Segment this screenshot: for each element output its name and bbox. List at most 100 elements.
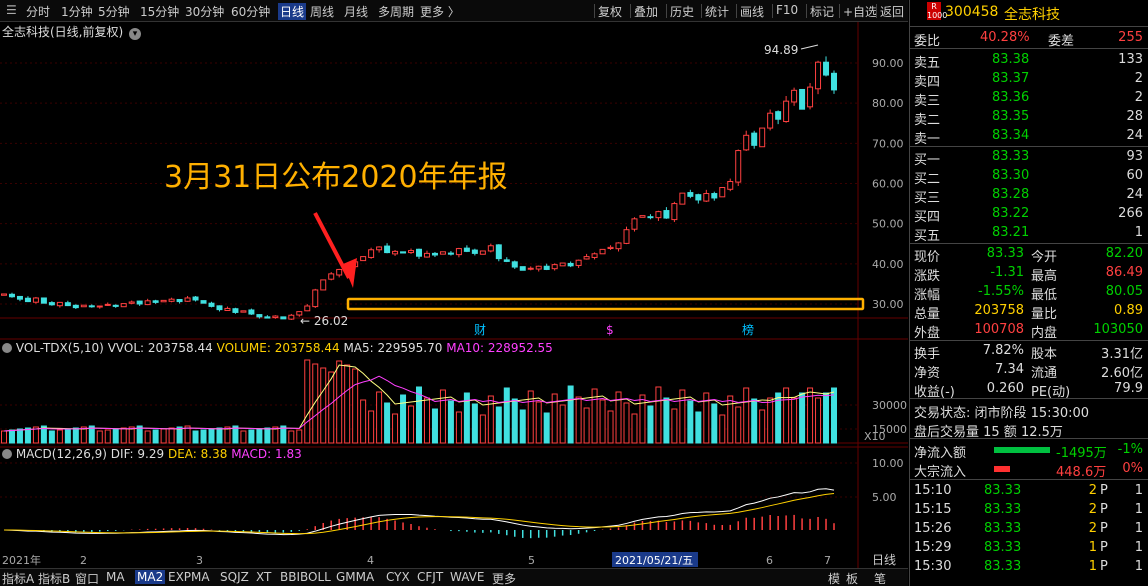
macd-legend-dot-icon[interactable] [2, 449, 12, 459]
candle-body [743, 134, 750, 151]
volume-bar [423, 397, 430, 444]
tool-button-4[interactable]: 画线 [740, 5, 765, 19]
indicator-tab-10[interactable]: CYX [386, 570, 410, 584]
event-marker-icon[interactable]: 榜 [742, 322, 754, 337]
layout-button-2[interactable]: 笔 [874, 572, 887, 586]
indicator-tab-6[interactable]: SQJZ [220, 570, 249, 584]
candle-body [224, 307, 231, 311]
bid-row[interactable]: 买五 83.21 1 [910, 223, 1148, 244]
tool-divider [839, 4, 840, 18]
indicator-tab-13[interactable]: 更多 [492, 572, 517, 586]
tick-type: P [1100, 559, 1108, 574]
tool-divider [772, 4, 773, 18]
indicator-tab-8[interactable]: BBIBOLL [280, 570, 331, 584]
indicator-tab-12[interactable]: WAVE [450, 570, 485, 584]
indicator-toolbar: 指标A 指标B 窗口 MA MA2 EXPMA SQJZ XT BBIBOLL GMMA CYX CF… [0, 568, 908, 586]
tick-time: 15:10 [914, 483, 952, 498]
tool-button-2[interactable]: 历史 [670, 5, 695, 19]
stat-label: 今开 [1031, 250, 1058, 265]
period-tab-1[interactable]: 1分钟 [61, 5, 93, 19]
ask-row[interactable]: 卖五 83.38 133 [910, 50, 1148, 71]
tick-type: P [1100, 521, 1108, 536]
indicator-tab-3[interactable]: MA [106, 570, 125, 584]
period-tab-8[interactable]: 月线 [344, 5, 369, 19]
event-marker-icon[interactable]: 财 [474, 323, 486, 337]
tool-button-7[interactable]: +自选 [843, 5, 878, 19]
ask-row[interactable]: 卖三 83.36 2 [910, 88, 1148, 109]
indicator-tab-5[interactable]: EXPMA [168, 570, 210, 584]
period-tab-10[interactable]: 更多 〉 [420, 5, 460, 19]
candle-body [248, 309, 255, 315]
bid-row[interactable]: 买三 83.28 24 [910, 185, 1148, 206]
period-tab-3[interactable]: 15分钟 [140, 5, 180, 19]
tool-button-6[interactable]: 标记 [810, 5, 835, 19]
tool-button-8[interactable]: 返回 [880, 5, 905, 19]
volume-bar [24, 427, 31, 444]
volume-legend-dot-icon[interactable] [2, 343, 12, 353]
indicator-tab-4[interactable]: MA2 [135, 570, 166, 584]
macd-legend: MACD(12,26,9) DIF: 9.29 DEA: 8.38 MACD: … [2, 447, 302, 461]
period-tab-7[interactable]: 周线 [310, 5, 335, 19]
fund-label: 收益(-) [914, 385, 955, 400]
volume-bar [455, 411, 462, 444]
period-tab-5[interactable]: 60分钟 [231, 5, 271, 19]
candle-body [423, 252, 430, 258]
bid-row[interactable]: 买一 83.33 93 [910, 147, 1148, 168]
indicator-tab-0[interactable]: 指标A [2, 572, 35, 586]
volume-bar [439, 389, 446, 444]
tool-button-5[interactable]: F10 [776, 3, 799, 17]
crosshair-date-box [612, 552, 698, 567]
net-inflow-row: 净流入额 -1495万 -1% [910, 440, 1148, 461]
bid-price: 83.28 [992, 187, 1030, 202]
volume-bar [615, 391, 622, 444]
candle-body [679, 192, 686, 205]
candle-body [775, 111, 782, 120]
indicator-tab-7[interactable]: XT [256, 570, 272, 584]
volume-bar [16, 428, 23, 444]
ask-row[interactable]: 卖一 83.34 24 [910, 126, 1148, 147]
kline-chart-area[interactable]: 90.00 80.00 70.00 60.00 50.00 40.00 30.00 财 $ 榜 30… [0, 22, 908, 570]
bid-row[interactable]: 买二 83.30 60 [910, 166, 1148, 187]
ask-label: 卖一 [914, 132, 941, 147]
candle-body [535, 265, 542, 270]
event-marker-icon[interactable]: $ [606, 323, 614, 337]
tool-button-1[interactable]: 叠加 [634, 5, 659, 19]
candle-body [208, 302, 215, 307]
ask-row[interactable]: 卖四 83.37 2 [910, 69, 1148, 90]
toolbar-menu-icon[interactable]: ☰ [6, 3, 17, 17]
candle-body [567, 262, 574, 267]
period-tab-0[interactable]: 分时 [26, 5, 51, 19]
layout-button-0[interactable]: 模 [828, 572, 841, 586]
settings-dropdown-icon[interactable]: ▾ [129, 28, 142, 40]
indicator-tab-1[interactable]: 指标B [38, 572, 71, 586]
block-inflow-pct: 0% [1122, 461, 1143, 476]
ask-row[interactable]: 卖二 83.35 28 [910, 107, 1148, 128]
indicator-tab-11[interactable]: CFJT [417, 570, 444, 584]
order-diff-label: 委差 [1048, 34, 1075, 49]
order-ratio-value: 40.28% [980, 30, 1030, 45]
period-tab-6[interactable]: 日线 [278, 3, 307, 20]
volume-ma5: MA5: 229595.70 [343, 341, 443, 355]
tool-button-3[interactable]: 统计 [705, 5, 730, 19]
stock-header: R 1000 300458 全志科技 [910, 2, 1148, 24]
kline-chart-svg[interactable]: 90.00 80.00 70.00 60.00 50.00 40.00 30.00 财 $ 榜 30… [0, 22, 908, 570]
period-tab-2[interactable]: 5分钟 [98, 5, 130, 19]
tool-button-0[interactable]: 复权 [598, 5, 623, 19]
period-tab-9[interactable]: 多周期 [378, 5, 415, 19]
bid-row[interactable]: 买四 83.22 266 [910, 204, 1148, 225]
indicator-tab-9[interactable]: GMMA [336, 570, 375, 584]
period-tab-4[interactable]: 30分钟 [185, 5, 225, 19]
volume-bar [40, 425, 47, 444]
price-tick-label: 90.00 [872, 57, 904, 70]
volume-bar [807, 387, 814, 444]
candle-body [671, 203, 678, 221]
bid-price: 83.30 [992, 168, 1030, 183]
layout-button-1[interactable]: 板 [846, 572, 859, 586]
stat-value: 86.49 [1105, 265, 1143, 280]
indicator-tab-2[interactable]: 窗口 [75, 572, 100, 586]
candle-body [368, 249, 375, 258]
volume-bar [823, 392, 830, 444]
candle-body [40, 297, 47, 304]
x-axis-label: 5 [528, 554, 535, 567]
tick-type: P [1100, 502, 1108, 517]
